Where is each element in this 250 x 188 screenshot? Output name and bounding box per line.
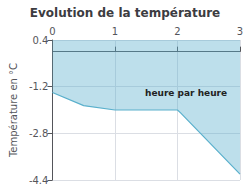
svg-text:heure par heure: heure par heure <box>145 88 227 98</box>
svg-text:1: 1 <box>112 26 118 37</box>
svg-text:0: 0 <box>49 26 55 37</box>
svg-text:0.4: 0.4 <box>33 35 49 46</box>
svg-text:-4.4: -4.4 <box>29 175 49 186</box>
svg-text:-1.2: -1.2 <box>29 81 49 92</box>
svg-text:2: 2 <box>174 26 180 37</box>
svg-text:Température en °C: Température en °C <box>8 63 19 158</box>
svg-text:3: 3 <box>237 26 243 37</box>
svg-text:Evolution de la température: Evolution de la température <box>30 6 221 20</box>
svg-text:-2.8: -2.8 <box>29 128 49 139</box>
